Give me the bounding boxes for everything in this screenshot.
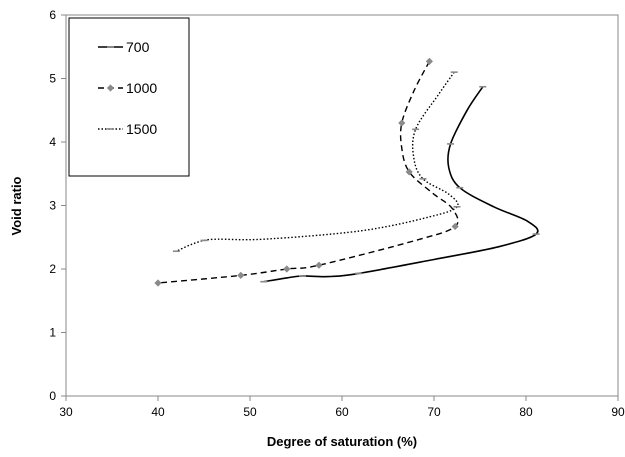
x-tick-label: 90: [611, 405, 625, 419]
x-tick-label: 50: [243, 405, 257, 419]
series-1000: [154, 57, 459, 287]
data-point: [398, 119, 406, 127]
data-point: [154, 279, 162, 287]
legend-label: 1000: [126, 80, 157, 96]
legend-label: 1500: [126, 121, 157, 137]
y-tick-label: 3: [49, 199, 56, 213]
x-tick-label: 80: [519, 405, 533, 419]
data-point: [451, 222, 459, 231]
data-point: [425, 57, 433, 65]
y-tick-label: 2: [49, 262, 56, 276]
x-tick-label: 60: [335, 405, 349, 419]
y-tick-label: 4: [49, 135, 56, 149]
series-line-700: [263, 86, 539, 283]
x-axis-title: Degree of saturation (%): [267, 434, 417, 449]
legend-label: 700: [126, 39, 150, 55]
y-tick-label: 5: [49, 72, 56, 86]
legend-marker: [106, 84, 115, 92]
series-line-1500: [176, 71, 459, 252]
y-axis-title: Void ratio: [9, 176, 24, 235]
data-point: [237, 271, 245, 279]
x-tick-label: 30: [59, 405, 73, 419]
plot-series: [154, 57, 540, 287]
series-700: [260, 85, 540, 283]
data-point: [315, 261, 323, 269]
axes: 30 40 50 60 70 80 90 0 1 2 3 4 5 6: [49, 8, 625, 419]
legend: 700 1000 1500: [68, 17, 190, 177]
data-point: [405, 168, 413, 176]
data-point: [283, 265, 291, 273]
y-tick-label: 1: [49, 326, 56, 340]
series-line-1000: [157, 61, 459, 284]
y-tick-label: 6: [49, 8, 56, 22]
legend-box: [68, 17, 190, 177]
series-1500: [172, 71, 461, 253]
x-tick-label: 70: [427, 405, 441, 419]
x-tick-label: 40: [151, 405, 165, 419]
y-tick-label: 0: [49, 389, 56, 403]
